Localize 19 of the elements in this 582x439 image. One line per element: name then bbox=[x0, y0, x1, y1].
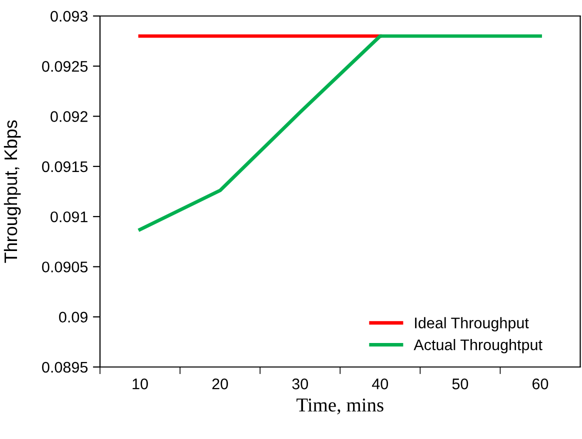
y-axis-title: Throughput, Kbps bbox=[4, 120, 21, 263]
y-tick-label: 0.09 bbox=[59, 312, 88, 323]
y-tick-label: 0.0905 bbox=[42, 262, 88, 272]
y-tick-label: 0.0915 bbox=[42, 161, 88, 172]
x-tick-label: 40 bbox=[372, 378, 388, 390]
x-tick-label: 30 bbox=[292, 378, 308, 390]
x-tick-label: 20 bbox=[212, 378, 228, 390]
x-tick-label: 10 bbox=[132, 378, 148, 390]
x-tick-label: 50 bbox=[452, 378, 468, 390]
y-tick-label: 0.0895 bbox=[42, 362, 88, 373]
x-axis-title: Time, mins bbox=[296, 398, 384, 414]
y-tick-label: 0.093 bbox=[50, 10, 88, 22]
y-tick-label: 0.092 bbox=[50, 111, 88, 122]
y-tick-label: 0.0925 bbox=[42, 61, 88, 72]
y-tick-label: 0.091 bbox=[50, 211, 88, 222]
x-tick-label: 60 bbox=[532, 378, 548, 390]
line-series bbox=[138, 34, 542, 232]
legend-label: Actual Throughtput bbox=[414, 339, 542, 354]
legend-label: Ideal Throughput bbox=[415, 317, 529, 332]
